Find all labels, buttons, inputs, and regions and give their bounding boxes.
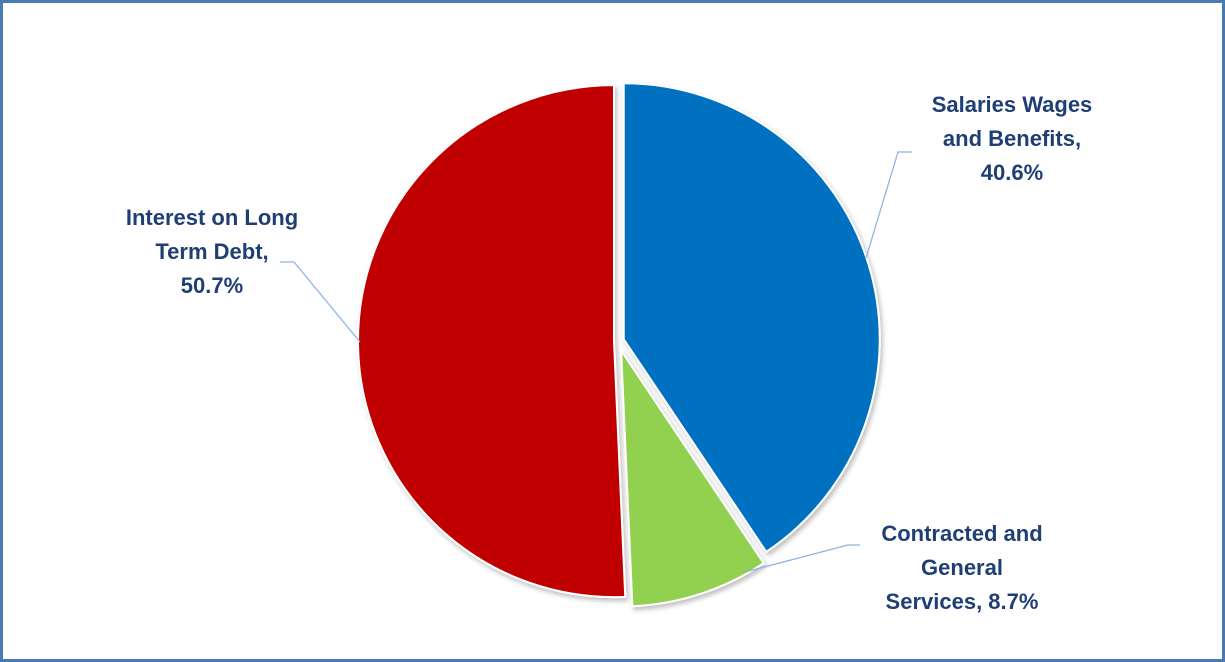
leader-line-interest-long-term-debt — [280, 261, 361, 343]
data-label-line: Term Debt, — [155, 239, 268, 264]
leader-line-contracted-general-services — [744, 544, 860, 573]
data-label-line: Services, 8.7% — [886, 589, 1039, 614]
data-label-line: Interest on Long — [126, 205, 298, 230]
data-label-line: 40.6% — [981, 160, 1043, 185]
data-label-salaries-wages-benefits: Salaries Wages and Benefits, 40.6% — [932, 92, 1093, 185]
pie-slice-interest-long-term-debt — [357, 84, 627, 599]
data-label-contracted-general-services: Contracted and General Services, 8.7% — [881, 521, 1042, 614]
data-label-line: Contracted and — [881, 521, 1042, 546]
data-label-line: General — [921, 555, 1003, 580]
leader-lines — [280, 151, 912, 573]
data-label-line: Salaries Wages — [932, 92, 1093, 117]
pie-slice-contracted-general-services — [619, 346, 766, 608]
leader-line-salaries-wages-benefits — [865, 151, 912, 259]
data-label-line: 50.7% — [181, 273, 243, 298]
data-label-line: and Benefits, — [943, 126, 1081, 151]
data-label-interest-long-term-debt: Interest on Long Term Debt, 50.7% — [126, 205, 298, 298]
data-labels: Salaries Wages and Benefits, 40.6% Contract… — [126, 92, 1092, 614]
pie-slices — [357, 82, 881, 608]
pie-slice-salaries-wages-benefits — [622, 82, 881, 554]
